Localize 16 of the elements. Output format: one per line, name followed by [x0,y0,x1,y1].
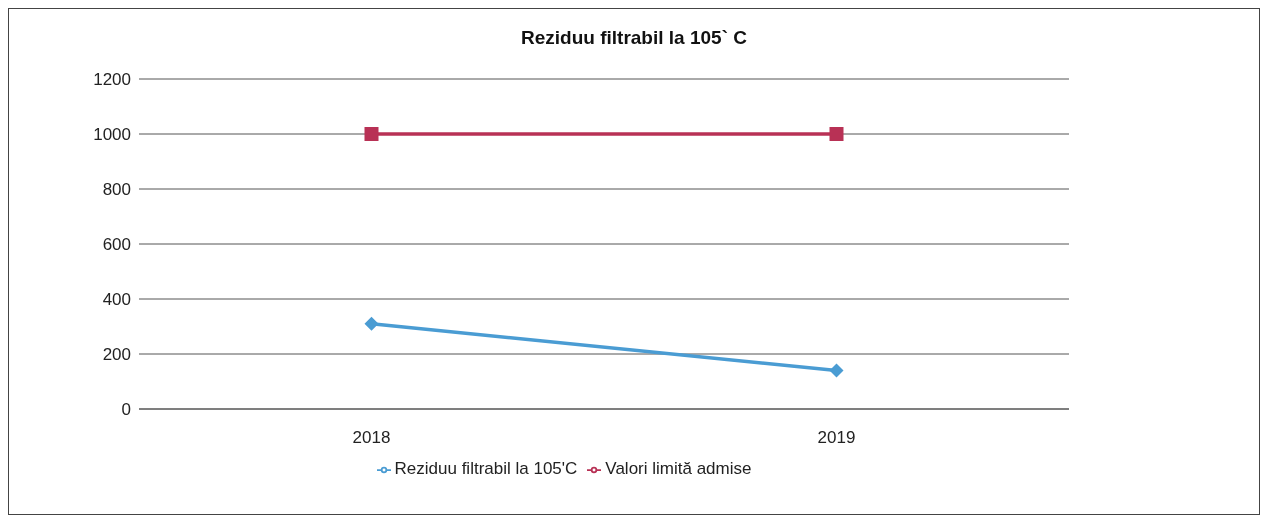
y-tick-label: 1200 [93,70,131,90]
x-tick-label: 2018 [352,428,391,448]
x-tick-label: 2019 [817,428,856,448]
y-tick-label: 200 [102,345,131,365]
y-tick-label: 0 [121,400,131,420]
point [829,363,844,378]
y-tick-label: 400 [102,290,131,310]
y-tick-label: 1000 [93,125,131,145]
point [829,127,844,141]
y-tick-label: 800 [102,180,131,200]
legend-label: Reziduu filtrabil la 105'C [394,459,578,478]
point [364,316,379,331]
chart-title: Reziduu filtrabil la 105` C [520,27,748,49]
legend-label: Valori limită admise [605,459,752,478]
y-tick-label: 600 [102,235,131,255]
point [364,127,379,141]
